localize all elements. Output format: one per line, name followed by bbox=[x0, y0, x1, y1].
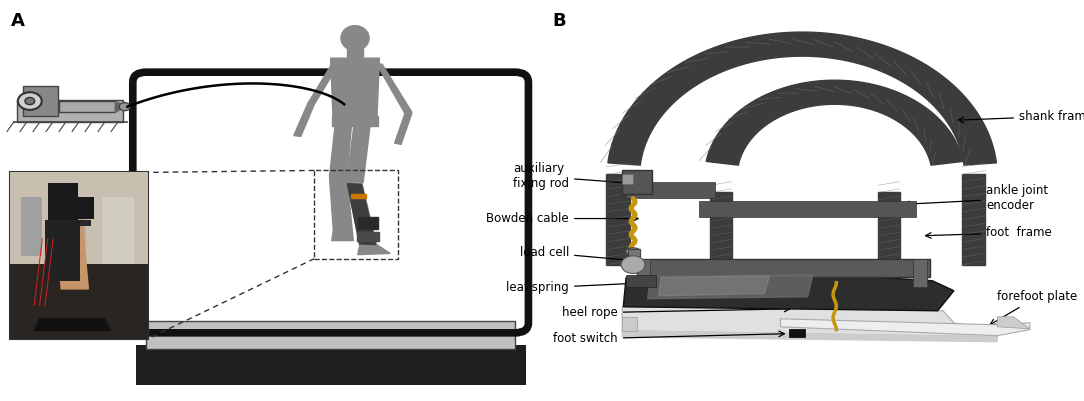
Polygon shape bbox=[347, 182, 377, 245]
Bar bbox=[913, 259, 927, 287]
Ellipse shape bbox=[625, 248, 641, 255]
Text: shank frame: shank frame bbox=[958, 110, 1084, 123]
Bar bbox=[637, 259, 929, 277]
Text: Bowden cable: Bowden cable bbox=[487, 212, 638, 225]
Text: A: A bbox=[11, 12, 25, 30]
Text: heel rope: heel rope bbox=[563, 306, 790, 319]
Bar bbox=[50, 220, 91, 226]
Bar bbox=[314, 170, 399, 259]
Bar bbox=[358, 217, 378, 229]
Bar bbox=[347, 45, 363, 57]
Polygon shape bbox=[377, 64, 412, 114]
Polygon shape bbox=[35, 319, 111, 330]
Circle shape bbox=[25, 97, 35, 105]
Bar bbox=[21, 197, 42, 256]
Bar bbox=[10, 264, 147, 339]
Polygon shape bbox=[308, 64, 338, 104]
Bar bbox=[46, 221, 80, 281]
Polygon shape bbox=[330, 116, 352, 176]
Polygon shape bbox=[706, 80, 964, 165]
Polygon shape bbox=[963, 174, 985, 265]
Bar bbox=[332, 116, 377, 126]
Bar bbox=[358, 235, 374, 239]
Bar bbox=[17, 100, 122, 122]
Polygon shape bbox=[332, 231, 353, 241]
Text: foot  frame: foot frame bbox=[926, 226, 1053, 239]
Bar bbox=[59, 101, 115, 112]
Polygon shape bbox=[53, 197, 88, 289]
Bar bbox=[48, 184, 78, 256]
Text: B: B bbox=[553, 12, 567, 30]
Polygon shape bbox=[622, 317, 637, 331]
Circle shape bbox=[17, 92, 41, 110]
Polygon shape bbox=[608, 32, 996, 165]
Bar bbox=[53, 206, 86, 247]
Polygon shape bbox=[658, 276, 770, 296]
Text: leaf spring: leaf spring bbox=[506, 280, 644, 294]
Bar bbox=[10, 172, 147, 264]
Polygon shape bbox=[347, 184, 375, 245]
Bar bbox=[627, 275, 656, 287]
Bar bbox=[628, 249, 640, 259]
Bar bbox=[637, 259, 650, 287]
Polygon shape bbox=[294, 103, 314, 136]
Polygon shape bbox=[606, 174, 631, 265]
Bar bbox=[699, 200, 916, 217]
Bar bbox=[48, 197, 94, 219]
Bar bbox=[789, 329, 804, 337]
Polygon shape bbox=[710, 192, 732, 265]
Text: load cell: load cell bbox=[519, 246, 638, 263]
Polygon shape bbox=[997, 317, 1030, 329]
Bar bbox=[102, 197, 134, 264]
Polygon shape bbox=[648, 275, 813, 299]
Bar bbox=[627, 182, 715, 198]
Polygon shape bbox=[358, 245, 390, 255]
Polygon shape bbox=[622, 307, 997, 337]
Polygon shape bbox=[623, 273, 954, 311]
Bar bbox=[146, 321, 515, 349]
Text: auxiliary
fixing rod: auxiliary fixing rod bbox=[513, 162, 644, 190]
Bar bbox=[351, 194, 366, 198]
Text: ankle joint
encoder: ankle joint encoder bbox=[904, 184, 1048, 213]
Bar bbox=[136, 345, 526, 385]
Bar bbox=[622, 170, 651, 194]
Text: forefoot plate: forefoot plate bbox=[990, 290, 1077, 325]
Polygon shape bbox=[395, 112, 412, 144]
Bar bbox=[23, 86, 59, 116]
Circle shape bbox=[119, 103, 130, 111]
Polygon shape bbox=[622, 331, 997, 342]
Polygon shape bbox=[878, 192, 900, 265]
Polygon shape bbox=[331, 58, 379, 124]
Bar bbox=[622, 174, 633, 184]
Polygon shape bbox=[115, 101, 125, 112]
Ellipse shape bbox=[340, 26, 369, 51]
Polygon shape bbox=[347, 116, 371, 182]
Bar bbox=[10, 172, 147, 339]
Text: foot switch: foot switch bbox=[553, 331, 785, 345]
Bar bbox=[357, 232, 379, 241]
Circle shape bbox=[621, 256, 645, 273]
Polygon shape bbox=[780, 319, 1030, 336]
Polygon shape bbox=[330, 177, 352, 231]
